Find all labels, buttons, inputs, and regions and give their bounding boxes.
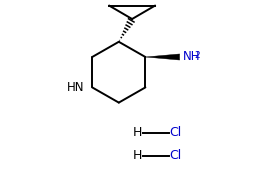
Text: Cl: Cl — [170, 127, 182, 139]
Text: Cl: Cl — [170, 149, 182, 162]
Polygon shape — [146, 54, 180, 60]
Text: 2: 2 — [194, 51, 200, 60]
Text: H: H — [133, 149, 143, 162]
Text: H: H — [133, 127, 143, 139]
Text: NH: NH — [183, 51, 200, 63]
Text: HN: HN — [67, 81, 85, 94]
